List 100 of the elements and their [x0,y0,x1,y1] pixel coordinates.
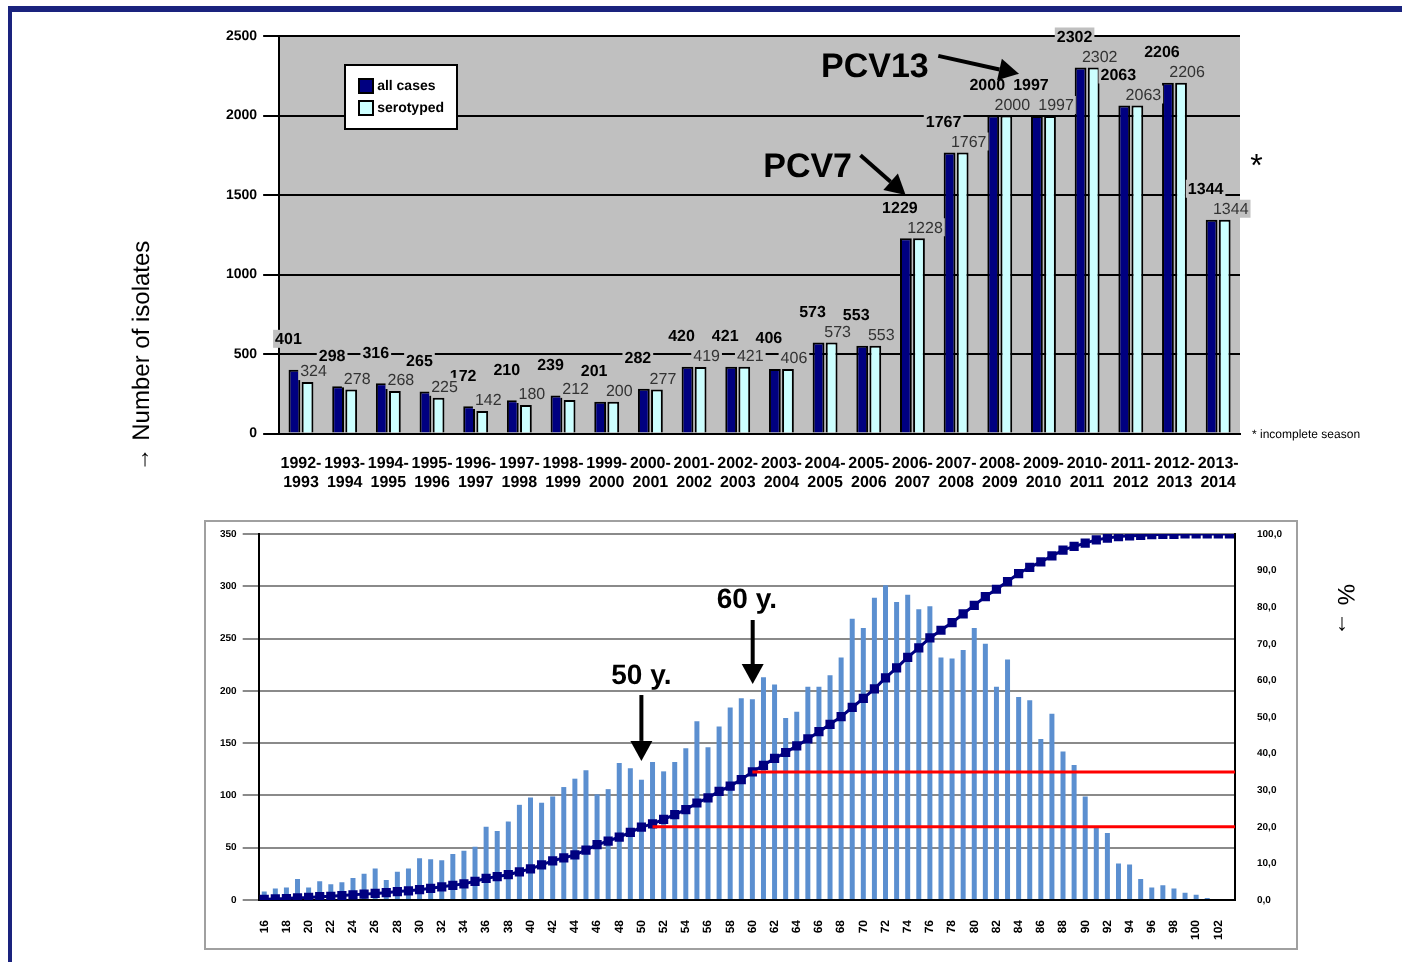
data-label: 282 [624,349,653,368]
data-label: 419 [693,347,722,366]
x-tick-label: 1998-1999 [542,453,585,491]
data-label: 2206 [1144,43,1181,62]
x-tick-label: 2013-2014 [1197,453,1240,491]
bar [827,675,833,899]
bar [616,763,622,899]
data-label: 239 [537,356,565,374]
bar [838,657,844,899]
bar [749,699,755,899]
x-tick-label: 1996-1997 [455,453,497,491]
bar [1071,765,1077,899]
bar [1005,659,1011,899]
bar [871,597,877,899]
bar [583,770,589,899]
bar [949,658,955,899]
data-label: 278 [343,369,372,388]
x-tick-label: 2006-2007 [891,453,934,491]
bar [982,643,988,899]
x-tick-label: 2012-2013 [1154,453,1196,491]
data-label: 2302 [1081,47,1119,66]
x-tick-label: 1992-1993 [280,453,323,491]
x-tick-label: 2004-2005 [804,453,847,491]
x-tick-label: 2005-2006 [848,453,890,491]
data-label: 324 [300,362,328,381]
bar [1082,796,1088,899]
data-label: 573 [824,322,853,341]
x-tick-label: 2000-2001 [629,453,672,491]
data-label: 1228 [907,218,944,237]
data-label: 2000 [969,75,1007,94]
bar [783,718,789,899]
bar [1049,713,1055,899]
bar [1138,879,1144,899]
data-label: 1229 [882,198,919,217]
annotation: 60 y. [716,581,777,614]
bar [938,657,944,899]
bar [1127,864,1133,899]
bar [1171,888,1177,899]
data-label: 2063 [1125,85,1163,104]
data-label: 225 [431,378,459,397]
bar [672,761,678,899]
data-label: 2000 [994,95,1032,114]
x-tick-label: 2011-2012 [1110,453,1152,491]
bar [1060,751,1066,899]
bar [905,594,911,899]
bar [1016,697,1022,899]
x-tick-label: 2009-2010 [1022,453,1065,491]
data-label: 298 [318,346,347,365]
bar [738,698,744,899]
bar [1104,833,1110,899]
bar [772,684,778,899]
data-label: 553 [867,326,896,345]
bar [916,609,922,899]
data-label: 200 [605,382,634,401]
bar [1093,826,1099,899]
annotation: PCV13 [821,47,929,86]
bar [805,686,811,899]
annotation: PCV7 [763,146,853,185]
bar [683,748,689,899]
bar [550,796,556,899]
data-label: 1344 [1212,200,1250,219]
x-tick-label: 1997-1998 [498,453,541,491]
data-label: 1767 [925,112,963,131]
bar [572,778,578,899]
bar [638,779,644,899]
data-label: 421 [736,347,765,366]
data-label: 1997 [1038,96,1075,115]
bar [816,686,822,899]
data-label: 180 [518,385,547,404]
data-label: 420 [668,327,696,346]
data-label: 553 [842,306,871,325]
data-label: 401 [275,330,303,349]
data-label: 142 [474,391,503,410]
bar [727,707,733,899]
bar [627,768,633,899]
x-tick-label: 1999-2000 [586,453,628,491]
x-tick-label: 2001-2002 [673,453,716,491]
y2-axis-title: % → [1332,583,1361,637]
data-label: 1344 [1187,180,1225,199]
bar [561,787,567,899]
bar [1149,887,1155,899]
x-tick-label: 2008-2009 [979,453,1021,491]
bar [927,606,933,899]
bar [650,761,656,899]
data-label: 201 [580,362,609,381]
data-label: 406 [755,329,784,348]
bar [1160,885,1166,899]
bar [528,797,533,899]
bar [1115,863,1121,899]
bar [1182,892,1188,899]
bar [1027,700,1033,899]
data-label: 210 [493,360,522,379]
annotation: * [1250,149,1263,184]
bar [516,804,522,899]
bar [860,628,866,899]
data-label: 406 [780,349,809,368]
data-label: 1997 [1013,76,1050,95]
data-label: 573 [799,302,827,321]
x-tick-label: 1994-1995 [367,453,410,491]
data-label: 2206 [1169,63,1206,82]
